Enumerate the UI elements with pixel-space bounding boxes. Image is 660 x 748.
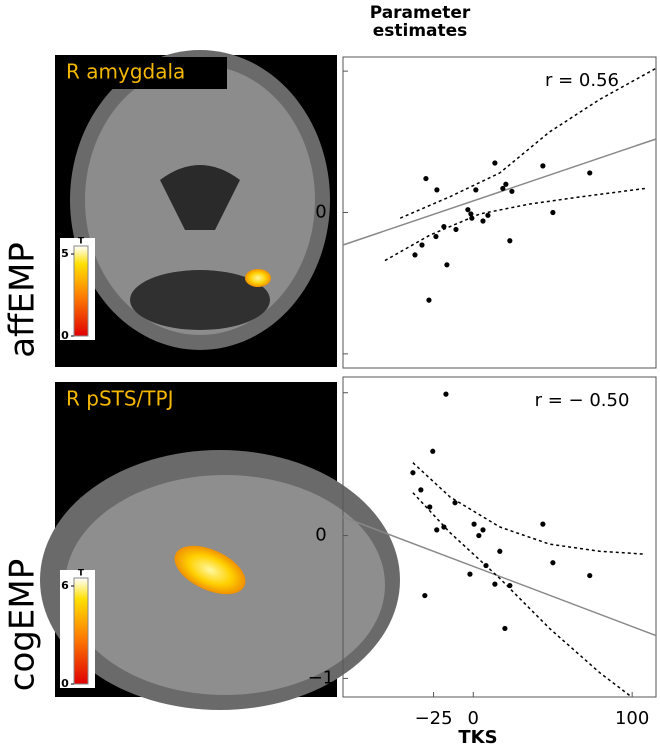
data-point (500, 186, 505, 191)
data-point (587, 170, 592, 175)
data-point (550, 210, 555, 215)
data-point (430, 449, 435, 454)
data-point (426, 298, 431, 303)
y-tick-label: 0 (315, 525, 326, 546)
annotation: r = − 0.50 (535, 390, 630, 411)
data-point (507, 583, 512, 588)
y-tick-label: 1 (315, 60, 326, 81)
x-tick-label: 100 (615, 708, 649, 729)
data-point (465, 207, 470, 212)
plot-frame (343, 57, 656, 368)
data-point (480, 218, 485, 223)
colorbar-title: T (78, 237, 85, 247)
annotation: r = 0.56 (545, 70, 619, 91)
data-point (540, 163, 545, 168)
x-tick-label: −25 (415, 708, 453, 729)
data-point (434, 187, 439, 192)
data-point (452, 500, 457, 505)
data-point (422, 593, 427, 598)
data-point (509, 189, 514, 194)
row-label: cogEMP (3, 559, 43, 691)
data-point (412, 252, 417, 257)
figure: R amygdalaaffEMPT50R pSTS/TPJcogEMPT6010… (0, 0, 660, 748)
y-tick-label: −1 (308, 667, 335, 688)
data-point (441, 224, 446, 229)
data-point (469, 216, 474, 221)
activation (245, 269, 271, 287)
y-tick-label: −1 (308, 343, 335, 364)
colorbar-tick-label: 0 (61, 677, 69, 690)
data-point (480, 527, 485, 532)
data-point (503, 182, 508, 187)
y-tick-label: 1 (315, 382, 326, 403)
y-tick-label: 0 (315, 202, 326, 223)
data-point (502, 626, 507, 631)
data-point (434, 527, 439, 532)
colorbar (74, 246, 88, 336)
panel-label: R amygdala (66, 60, 185, 84)
data-point (418, 487, 423, 492)
data-point (419, 242, 424, 247)
page: Parameter estimates R amygdalaaffEMPT50R… (0, 0, 660, 748)
x-axis-label: TKS (458, 727, 497, 748)
data-point (453, 227, 458, 232)
data-point (492, 582, 497, 587)
data-point (483, 563, 488, 568)
data-point (471, 522, 476, 527)
data-point (497, 549, 502, 554)
data-point (467, 572, 472, 577)
confidence-band (413, 493, 630, 696)
colorbar-tick-label: 6 (61, 579, 69, 592)
confidence-band (413, 463, 645, 554)
regression-line (343, 139, 656, 245)
colorbar-tick-label: 5 (61, 247, 69, 260)
data-point (427, 504, 432, 509)
plot-frame (343, 377, 656, 697)
data-point (485, 213, 490, 218)
y-axis-label: Parameter estimates (355, 4, 485, 40)
data-point (476, 533, 481, 538)
confidence-band (385, 188, 645, 260)
colorbar-tick-label: 0 (61, 329, 69, 342)
data-point (507, 238, 512, 243)
data-point (492, 160, 497, 165)
data-point (443, 392, 448, 397)
data-point (433, 234, 438, 239)
data-point (550, 560, 555, 565)
data-point (441, 524, 446, 529)
data-point (423, 176, 428, 181)
data-point (473, 187, 478, 192)
data-point (444, 262, 449, 267)
data-point (540, 522, 545, 527)
row-label: affEMP (3, 242, 43, 358)
x-tick-label: 0 (468, 708, 479, 729)
data-point (587, 573, 592, 578)
colorbar (74, 578, 88, 684)
data-point (410, 470, 415, 475)
panel-label: R pSTS/TPJ (66, 387, 173, 411)
colorbar-title: T (78, 569, 85, 579)
